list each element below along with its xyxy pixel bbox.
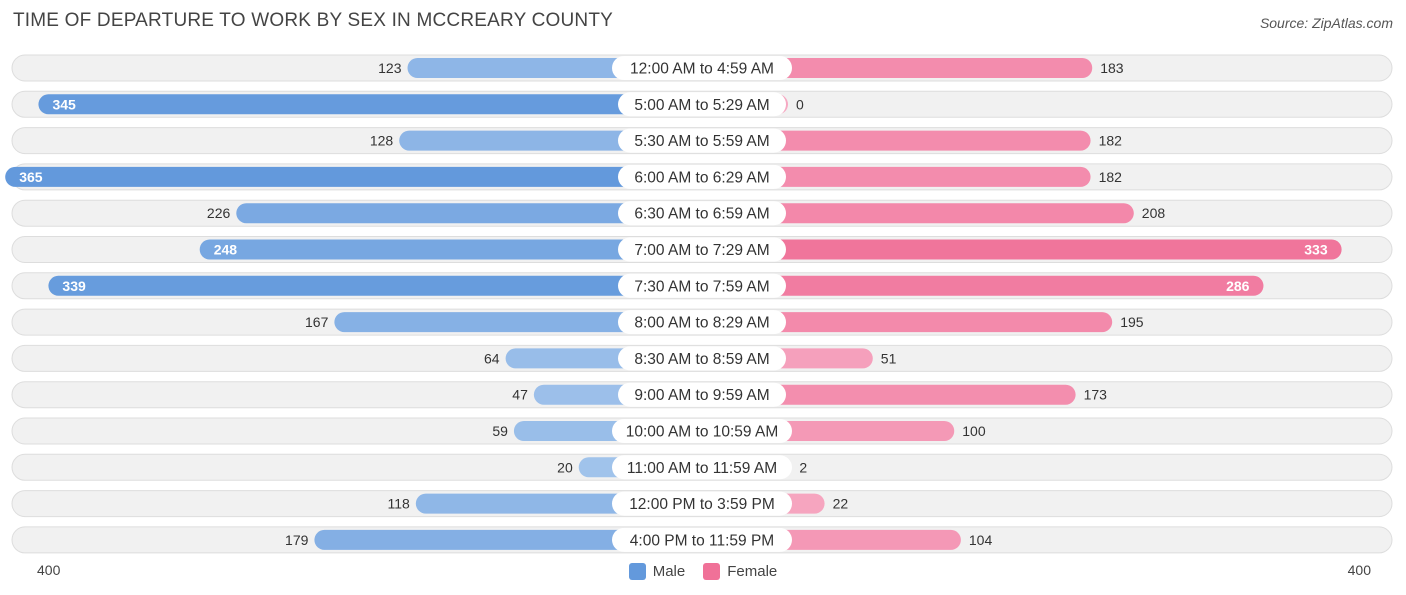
category-label: 10:00 AM to 10:59 AM [626,424,779,441]
legend-item-female[interactable]: Female [703,562,778,580]
category-pill [618,310,786,335]
female-value-label: 22 [833,496,849,512]
female-value-label: 100 [962,423,986,439]
male-bar[interactable] [314,529,702,550]
category-label: 11:00 AM to 11:59 AM [627,460,777,477]
male-bar[interactable] [5,166,702,187]
legend-label-male: Male [652,562,686,580]
female-bar[interactable] [702,275,1264,296]
category-label: 8:00 AM to 8:29 AM [634,315,769,332]
category-label: 6:00 AM to 6:29 AM [634,169,769,186]
category-pill [618,201,786,226]
female-value-label: 333 [1304,242,1328,258]
female-bar[interactable] [702,239,1342,260]
female-bar[interactable] [702,58,1093,78]
male-value-label: 20 [557,459,573,475]
female-value-label: 182 [1099,133,1123,149]
male-value-label: 248 [214,242,238,258]
legend-swatch-male [628,562,646,580]
category-pill [618,92,786,117]
male-bar[interactable] [38,94,702,115]
male-value-label: 167 [305,314,329,330]
category-pill [612,491,792,516]
female-value-label: 208 [1142,205,1166,221]
category-pill [618,237,786,262]
legend-swatch-female [703,562,721,580]
category-pill [612,527,792,552]
female-bar[interactable] [702,203,1134,224]
female-value-label: 286 [1226,278,1250,294]
category-label: 8:30 AM to 8:59 AM [634,351,769,368]
category-label: 6:30 AM to 6:59 AM [634,206,769,223]
female-bar[interactable] [702,166,1091,187]
category-label: 7:00 AM to 7:29 AM [634,242,769,259]
female-value-label: 0 [796,96,804,112]
female-bar[interactable] [702,312,1113,333]
male-value-label: 365 [19,169,43,185]
axis-left-label: 400 [37,562,61,578]
male-value-label: 123 [378,60,402,76]
category-pill [618,382,786,407]
category-label: 12:00 PM to 3:59 PM [629,496,775,513]
male-value-label: 47 [512,387,528,403]
male-value-label: 345 [52,96,76,112]
male-bar[interactable] [48,275,703,296]
chart-title: TIME OF DEPARTURE TO WORK BY SEX IN MCCR… [13,10,613,31]
female-value-label: 173 [1084,387,1108,403]
male-value-label: 226 [207,205,231,221]
legend-label-female: Female [727,562,778,580]
category-pill [612,419,792,443]
male-value-label: 179 [285,532,309,548]
female-bar[interactable] [702,130,1091,151]
male-value-label: 128 [370,133,394,149]
female-value-label: 104 [969,532,993,548]
legend: Male Female [0,560,1406,582]
legend-item-male[interactable]: Male [628,562,686,580]
category-pill [612,56,792,80]
axis-right-label: 400 [1347,562,1371,578]
male-bar[interactable] [236,203,702,224]
category-pill [618,164,786,189]
category-label: 5:30 AM to 5:59 AM [634,133,769,150]
source-label: Source: ZipAtlas.com [1259,15,1393,31]
male-value-label: 339 [62,278,86,294]
category-label: 7:30 AM to 7:59 AM [634,278,769,295]
category-label: 9:00 AM to 9:59 AM [634,387,769,404]
category-pill [618,346,786,371]
female-value-label: 182 [1099,169,1123,185]
female-value-label: 195 [1120,314,1144,330]
category-label: 4:00 PM to 11:59 PM [630,532,774,549]
category-pill [612,455,792,480]
male-bar[interactable] [199,239,702,260]
male-value-label: 59 [492,423,508,439]
male-value-label: 64 [484,350,500,366]
male-value-label: 118 [387,496,410,512]
female-value-label: 183 [1100,60,1124,76]
category-pill [618,128,786,153]
category-label: 12:00 AM to 4:59 AM [630,61,774,78]
category-pill [618,273,786,298]
category-label: 5:00 AM to 5:29 AM [634,97,769,114]
female-value-label: 51 [881,350,897,366]
female-bar[interactable] [702,384,1076,405]
female-value-label: 2 [799,459,807,475]
male-bar[interactable] [334,312,702,333]
